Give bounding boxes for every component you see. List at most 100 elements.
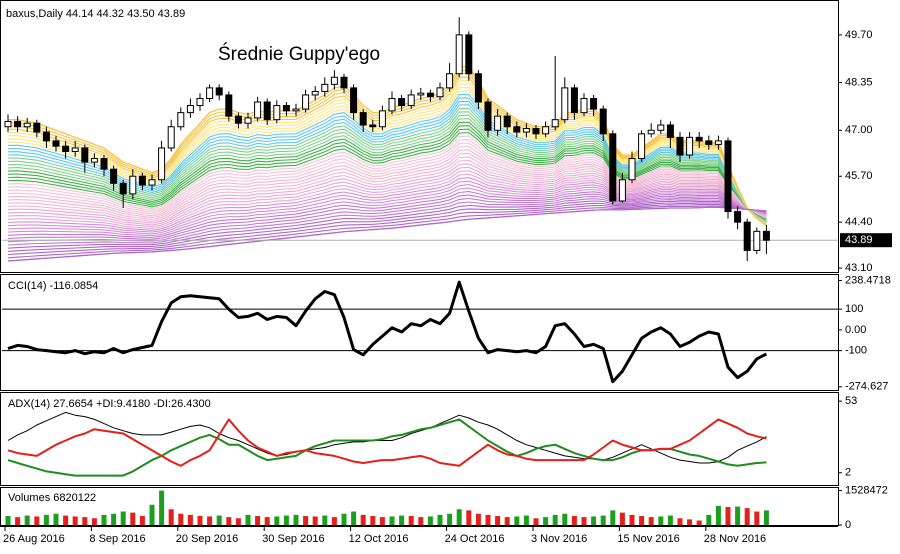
candle-body [206, 87, 214, 99]
volume-bar [456, 509, 462, 525]
volume-bar [600, 515, 606, 525]
candle-body [359, 112, 367, 126]
panel-title: ADX(14) 27.6654 +DI:9.4180 -DI:26.4300 [8, 398, 211, 410]
candle-body [282, 105, 290, 112]
volume-bar [581, 517, 587, 525]
panel-frame [0, 274, 839, 391]
volume-bar [610, 510, 616, 525]
candle-body [100, 158, 108, 170]
candle-body [388, 97, 396, 112]
volume-bar [543, 517, 549, 525]
volume-bar [485, 514, 491, 525]
volume-bar [159, 490, 165, 525]
candle-body [561, 87, 569, 121]
candle-body [551, 119, 559, 128]
candle-body [292, 108, 300, 112]
y-tick-label: 0 [845, 519, 851, 531]
candle-body [90, 158, 98, 163]
volume-bar [706, 514, 712, 525]
candle-body [52, 140, 60, 147]
candle-body [225, 94, 233, 117]
volume-bar [408, 516, 414, 525]
guppy-line [7, 128, 767, 221]
candle-body [666, 124, 674, 138]
candle-body [532, 128, 540, 135]
guppy-line [7, 135, 767, 220]
candle-body [340, 76, 348, 89]
volume-bar [274, 516, 280, 525]
candle-body [321, 83, 329, 92]
volume-bar [187, 514, 193, 525]
guppy-line [7, 145, 767, 219]
y-tick-label: 0.00 [845, 324, 866, 336]
volume-bar [322, 515, 328, 525]
candle-body [110, 168, 118, 184]
candle-body [234, 115, 242, 124]
candle-body [724, 140, 732, 213]
guppy-line [7, 177, 767, 231]
candle-body [417, 92, 425, 96]
volume-bar [696, 520, 702, 525]
chart-header: baxus,Daily 44.14 44.32 43.50 43.89 [6, 8, 185, 20]
volume-bar [72, 516, 78, 525]
guppy-line [7, 149, 767, 219]
volume-bar [437, 514, 443, 525]
guppy-line [7, 202, 767, 252]
panel-frame [0, 487, 839, 526]
candle-body [484, 101, 492, 131]
volume-bar [389, 516, 395, 525]
candle-body [618, 179, 626, 202]
volume-bar [495, 516, 501, 525]
candle-body [695, 136, 703, 142]
candle-body [436, 87, 444, 98]
candle-body [273, 105, 281, 121]
y-tick-label: -100 [845, 345, 867, 357]
volume-bar [639, 516, 645, 525]
volume-bar [101, 514, 107, 525]
volume-bar [216, 515, 222, 525]
volume-bar [255, 516, 261, 525]
guppy-line [7, 125, 767, 221]
candle-body [23, 122, 31, 128]
candle-body [398, 97, 406, 107]
volume-bar [552, 514, 558, 525]
volume-bar [63, 515, 69, 525]
candle-body [465, 34, 473, 75]
volume-bar [34, 516, 40, 525]
volume-bar [293, 514, 299, 525]
volume-bar [725, 507, 731, 525]
y-tick-label: 43.10 [845, 262, 873, 274]
volume-bar [235, 518, 241, 525]
candle-body [705, 140, 713, 145]
volume-bar [53, 513, 59, 525]
candle-body [302, 94, 310, 110]
candle-body [494, 115, 502, 131]
volume-bar [504, 517, 510, 525]
guppy-line [7, 203, 767, 256]
indicator-line [7, 411, 767, 464]
candle-body [647, 129, 655, 135]
x-tick-label: 28 Nov 2016 [704, 533, 766, 545]
candle-body [522, 128, 530, 133]
panel-title: CCI(14) -116.0854 [8, 280, 98, 292]
volume-bar [735, 506, 741, 525]
guppy-line [7, 159, 767, 222]
volume-bar [571, 516, 577, 525]
candle-body [734, 211, 742, 223]
guppy-line [7, 184, 767, 235]
candle-body [590, 97, 598, 110]
annotation: Średnie Guppy'ego [218, 43, 380, 65]
candle-body [426, 92, 434, 98]
guppy-line [7, 132, 767, 220]
volume-bar [562, 513, 568, 525]
volume-bar [312, 516, 318, 525]
x-tick-label: 12 Oct 2016 [349, 533, 409, 545]
candle-body [350, 87, 358, 114]
volume-bar [427, 516, 433, 525]
guppy-line [7, 187, 767, 237]
guppy-line [7, 173, 767, 230]
volume-bar [591, 516, 597, 525]
volume-bar [667, 515, 673, 525]
candle-body [638, 133, 646, 160]
